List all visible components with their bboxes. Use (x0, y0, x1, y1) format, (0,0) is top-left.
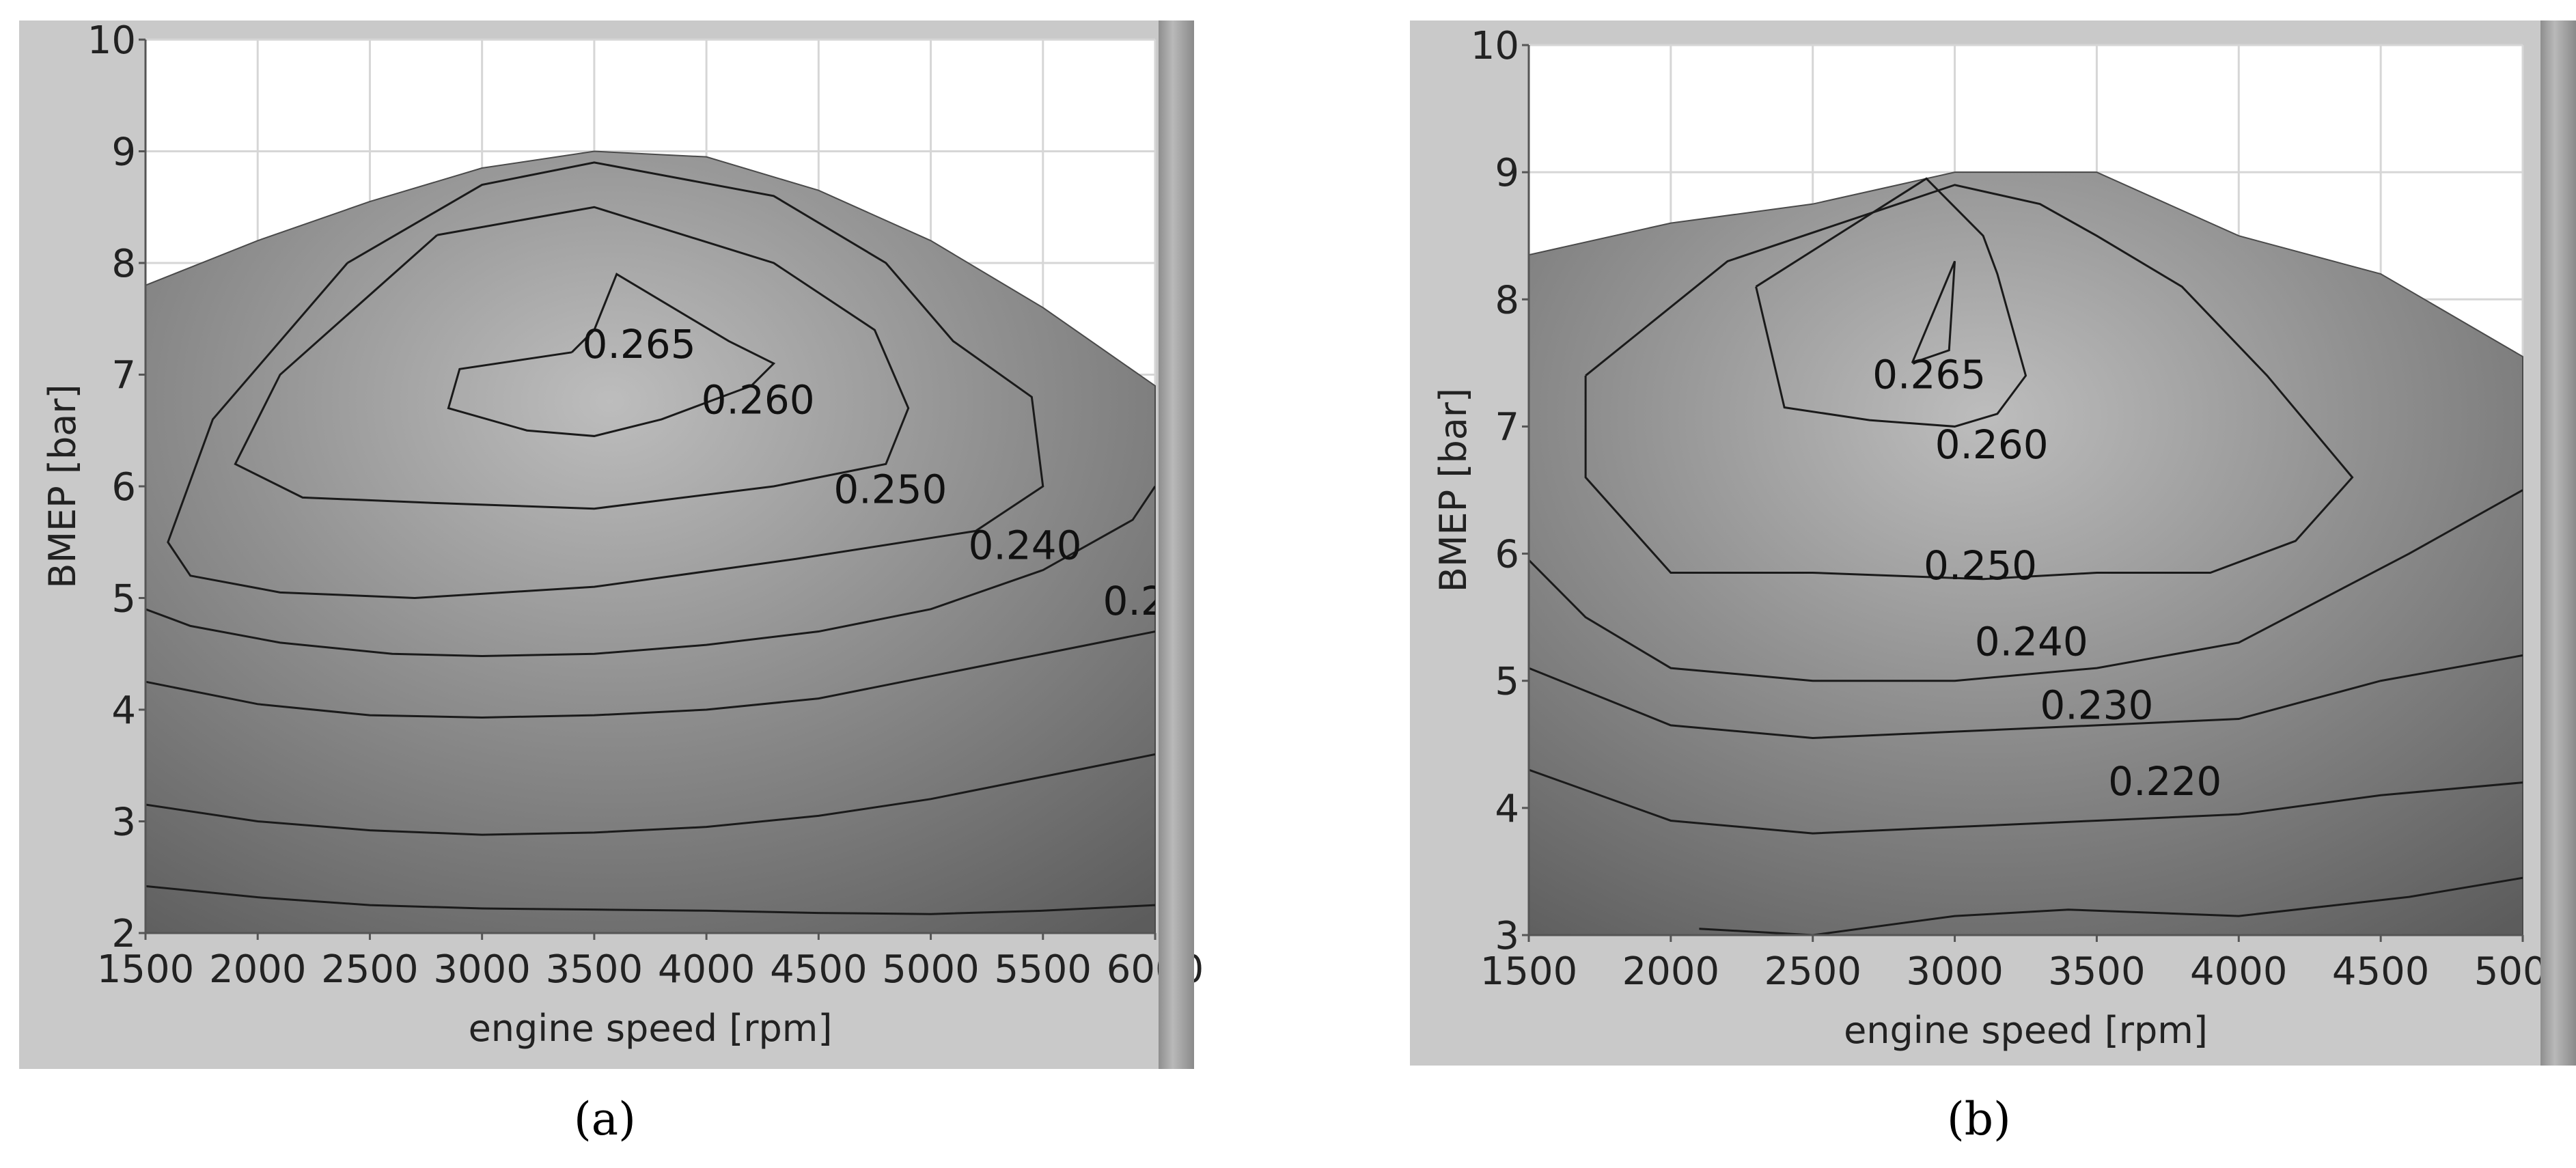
panel-edge-b (2540, 20, 2576, 1066)
contour-chart-b: 0.265 0.260 0.250 0.240 0.230 0.220 1500 2000 25… (1432, 24, 2571, 1052)
contour-label: 0.260 (1935, 421, 2049, 468)
x-tick-label: 3000 (433, 947, 531, 992)
contour-lines (146, 161, 1155, 915)
contour-line (1699, 876, 2523, 935)
y-tick-label: 9 (111, 130, 136, 175)
y-axis-title: BMEP [bar] (41, 384, 84, 588)
efficiency-surface (1528, 171, 2523, 936)
contour-line (146, 630, 1155, 719)
x-tick-label: 4500 (770, 947, 868, 992)
x-tick-label: 3500 (546, 947, 643, 992)
contour-label: 0.250 (833, 467, 947, 513)
x-tick-label: 3500 (2048, 949, 2146, 994)
caption-b: (b) (1947, 1093, 2011, 1145)
contour-line (234, 206, 910, 510)
x-tick-label: 2500 (321, 947, 419, 992)
x-tick-label: 4500 (2332, 949, 2430, 994)
x-axis-title: engine speed [rpm] (469, 1007, 833, 1050)
y-tick-label: 4 (1495, 787, 1519, 831)
y-tick-label: 8 (1495, 278, 1519, 322)
y-tick-label: 2 (111, 912, 136, 956)
contour-label: 0.240 (968, 522, 1081, 568)
x-tick-label: 4000 (2190, 949, 2288, 994)
y-tick-label: 7 (1495, 405, 1519, 449)
contour-label: 0.220 (2108, 758, 2221, 805)
x-tick-label: 3000 (1906, 949, 2004, 994)
contour-label: 0.230 (2040, 682, 2153, 729)
y-tick-label: 10 (1471, 24, 1519, 68)
contour-line (1584, 184, 2354, 581)
y-tick-label: 8 (111, 242, 136, 286)
contour-line (146, 753, 1155, 836)
x-axis-title: engine speed [rpm] (1844, 1009, 2208, 1052)
y-tick-label: 3 (111, 801, 136, 845)
y-tick-label: 7 (111, 354, 136, 398)
contour-label: 0.260 (702, 377, 815, 423)
y-tick-label: 4 (111, 689, 136, 733)
x-tick-label: 4000 (658, 947, 756, 992)
contour-line (1529, 489, 2523, 682)
x-tick-label: 2000 (1622, 949, 1720, 994)
caption-a: (a) (574, 1093, 636, 1145)
x-tick-label: 1500 (1480, 949, 1578, 994)
chart-panel-a: 0.2650.2600.2500.2400.2300.2200.20015002… (19, 18, 1204, 1069)
contour-label: 0.220 (1186, 634, 1299, 680)
contour-label-group: 0.265 0.260 0.250 0.240 0.230 0.220 (1872, 352, 2221, 805)
contour-label: 0.250 (1924, 542, 2037, 589)
contour-line (146, 885, 1155, 915)
contour-label: 0.240 (1975, 618, 2088, 665)
chart-panel-b: 0.265 0.260 0.250 0.240 0.230 0.220 1500 2000 25… (1410, 20, 2576, 1066)
contour-label: 0.230 (1103, 578, 1217, 624)
y-tick-label: 6 (1495, 533, 1519, 577)
contour-line (1529, 654, 2523, 739)
y-axis-title: BMEP [bar] (1432, 388, 1475, 592)
contour-line (1529, 768, 2523, 835)
y-tick-label: 5 (111, 577, 136, 622)
contour-line (167, 161, 1044, 600)
contour-label: 0.265 (583, 321, 696, 367)
contour-line (447, 273, 776, 437)
y-tick-label: 3 (1495, 914, 1519, 958)
contour-line (1755, 177, 2027, 428)
contour-chart-a: 0.2650.2600.2500.2400.2300.2200.20015002… (41, 18, 1204, 1050)
contour-lines (1529, 177, 2523, 935)
efficiency-surface (145, 150, 1156, 934)
panel-edge-a (1159, 20, 1194, 1069)
x-tick-label: 1500 (97, 947, 195, 992)
y-tick-label: 5 (1495, 660, 1519, 704)
contour-line (146, 486, 1155, 658)
contour-label: 0.265 (1872, 352, 1986, 398)
x-tick-label: 2500 (1764, 949, 1861, 994)
y-tick-label: 9 (1495, 151, 1519, 195)
y-tick-label: 10 (87, 18, 136, 63)
x-tick-label: 5500 (995, 947, 1092, 992)
y-tick-label: 6 (111, 465, 136, 510)
x-tick-label: 5000 (882, 947, 980, 992)
contour-line (1911, 260, 1956, 364)
x-tick-label: 2000 (209, 947, 307, 992)
